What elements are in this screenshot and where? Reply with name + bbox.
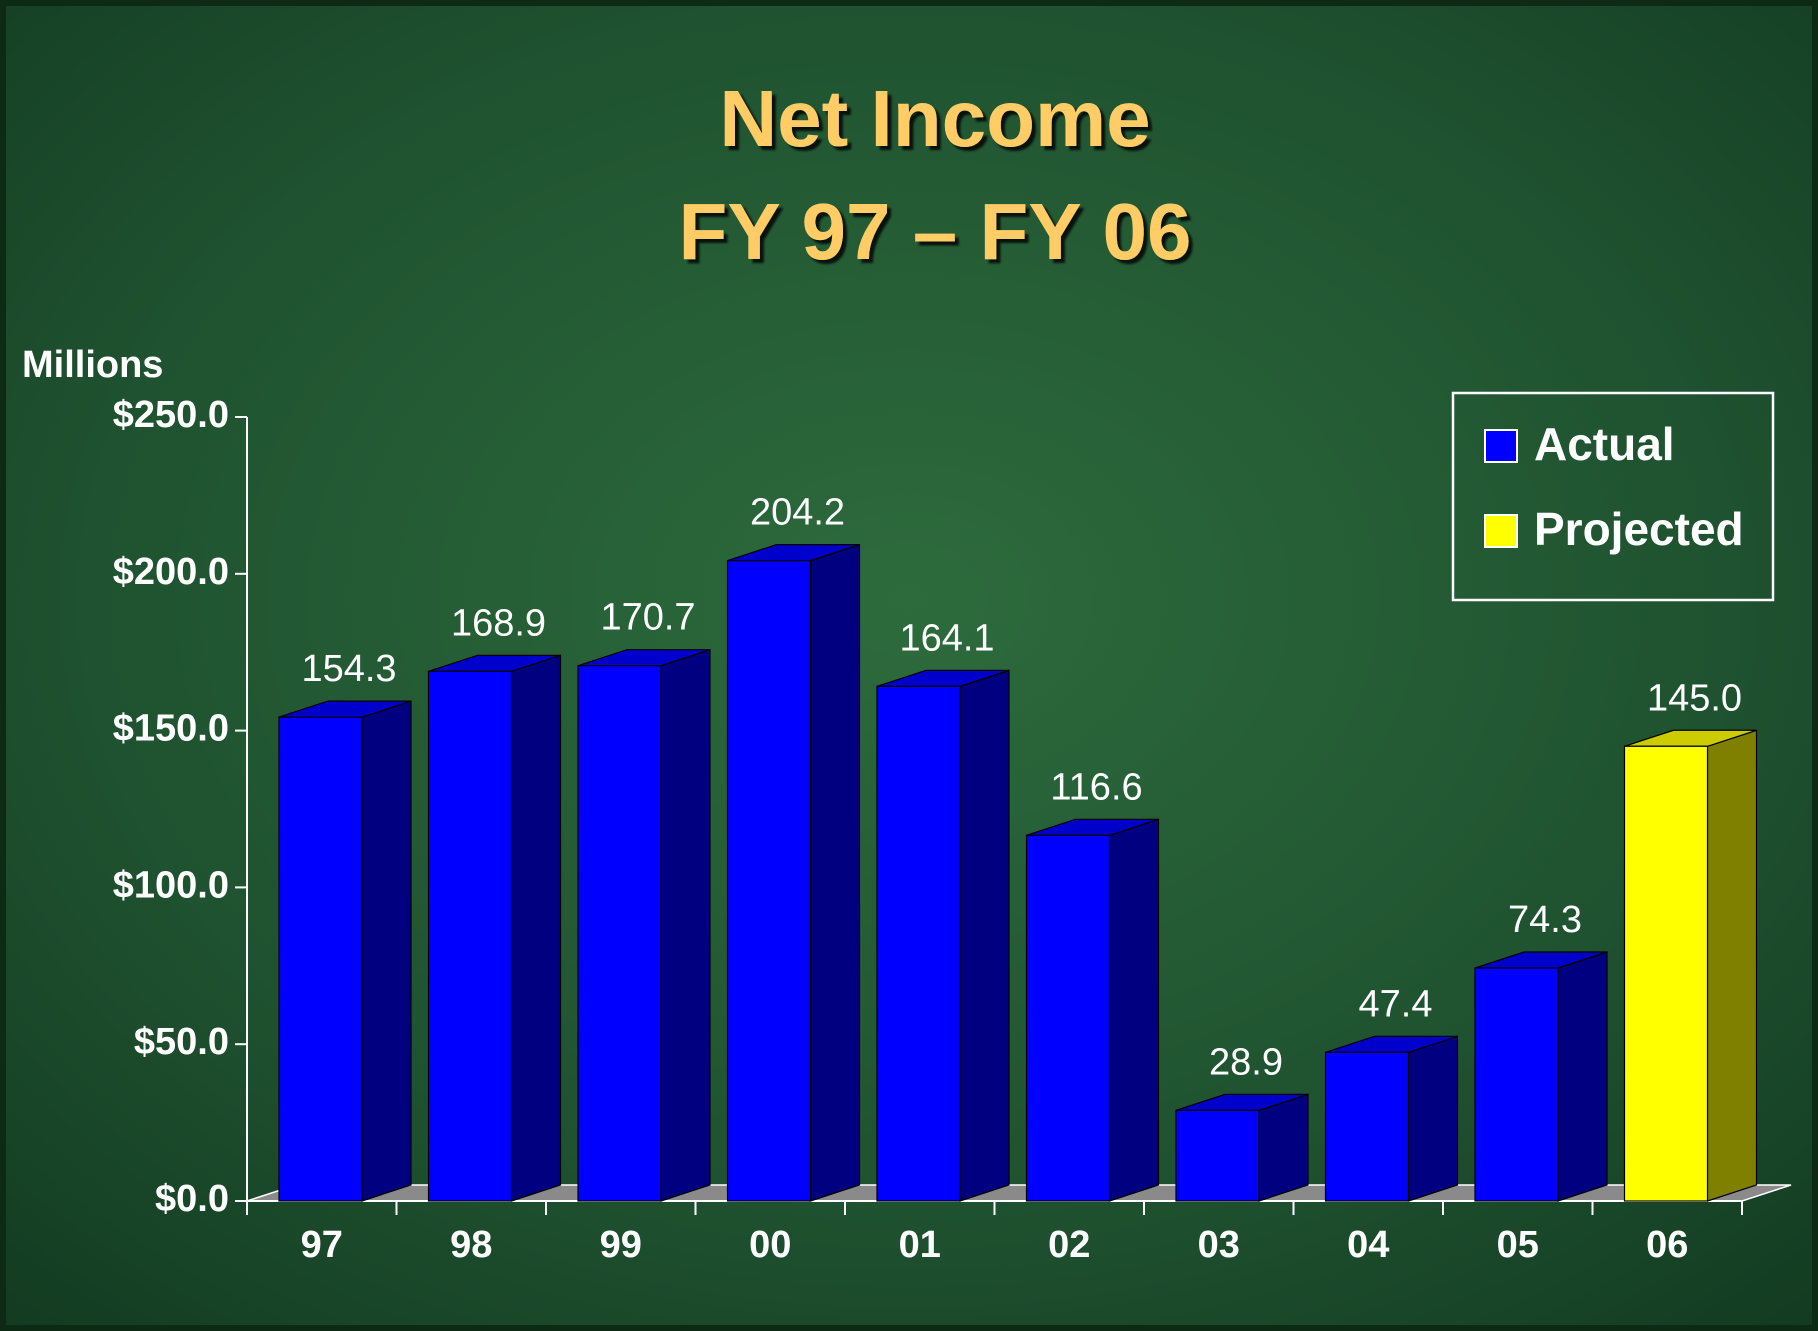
bar-side (1108, 818, 1160, 1202)
data-label: 47.4 (1359, 983, 1433, 1025)
legend-swatch (1484, 429, 1518, 463)
data-label: 145.0 (1647, 677, 1742, 719)
x-tick-label: 98 (450, 1224, 492, 1266)
bar (577, 665, 662, 1202)
bar (726, 560, 812, 1202)
y-tick-label: $50.0 (134, 1021, 229, 1063)
bar-side (1407, 1035, 1459, 1202)
data-label: 116.6 (1050, 766, 1142, 808)
x-tick-label: 03 (1198, 1224, 1240, 1266)
y-axis-label: Millions (22, 344, 163, 386)
y-tick-label: $200.0 (113, 551, 229, 593)
bar (876, 685, 961, 1202)
chart-subtitle: FY 97 – FY 06 (679, 187, 1192, 276)
bar (278, 716, 363, 1202)
y-tick-label: $250.0 (113, 394, 229, 436)
x-tick-label: 04 (1347, 1224, 1389, 1266)
bar-side (1706, 729, 1758, 1202)
data-label: 28.9 (1209, 1041, 1283, 1083)
x-tick-label: 99 (600, 1224, 642, 1266)
bar-side (1258, 1093, 1309, 1202)
data-label: 74.3 (1508, 899, 1582, 941)
x-tick-label: 06 (1646, 1224, 1688, 1266)
bar-side (1557, 951, 1608, 1202)
x-tick-label: 00 (749, 1224, 791, 1266)
bar (1324, 1051, 1410, 1202)
chart-title: Net Income (719, 74, 1150, 163)
bar (427, 670, 513, 1202)
legend-label: Actual (1534, 418, 1675, 470)
legend-swatch (1484, 514, 1518, 548)
y-tick-label: $150.0 (113, 708, 229, 750)
data-label: 168.9 (451, 602, 546, 644)
x-tick-label: 01 (899, 1224, 941, 1266)
bar (1175, 1109, 1260, 1202)
bar-side (361, 700, 412, 1202)
bar (1623, 745, 1709, 1202)
legend-label: Projected (1534, 503, 1744, 555)
bar (1474, 967, 1559, 1202)
bar (1025, 834, 1111, 1202)
data-label: 164.1 (899, 617, 994, 659)
data-label: 204.2 (750, 492, 845, 534)
y-tick-label: $0.0 (155, 1178, 229, 1220)
bar-side (660, 648, 711, 1202)
bar-side (959, 669, 1010, 1202)
legend-box (1451, 391, 1775, 602)
bar-side (809, 543, 861, 1202)
x-tick-label: 02 (1048, 1224, 1090, 1266)
x-tick-label: 97 (301, 1224, 343, 1266)
x-tick-label: 05 (1497, 1224, 1539, 1266)
y-tick-label: $100.0 (113, 864, 229, 906)
data-label: 170.7 (600, 597, 695, 639)
bar-side (510, 654, 562, 1202)
data-label: 154.3 (301, 648, 396, 690)
